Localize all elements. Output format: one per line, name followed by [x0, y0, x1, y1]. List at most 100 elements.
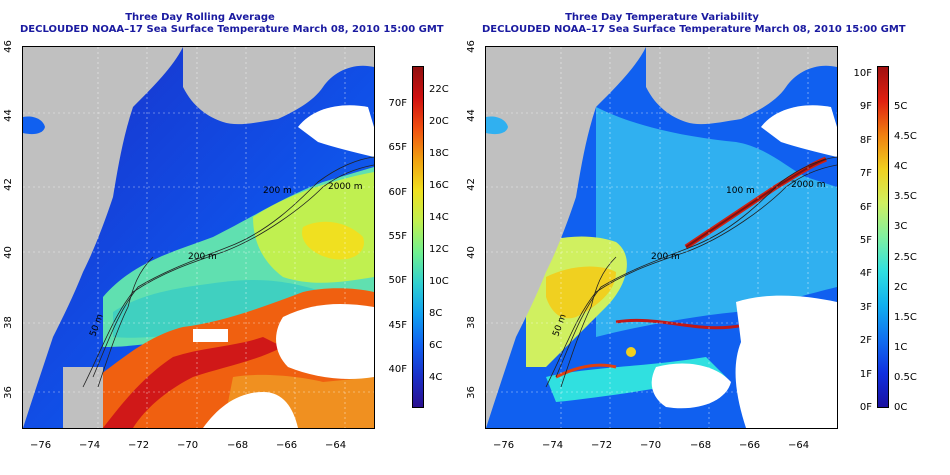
- colorbar-label: 6C: [429, 340, 443, 351]
- isobath-200: [92, 156, 374, 378]
- isobath-2000: [82, 164, 374, 388]
- colorbar-label: 0F: [859, 402, 872, 413]
- left-title-main: Three Day Rolling Average: [125, 12, 275, 23]
- colorbar-label: 4F: [859, 268, 872, 280]
- colorbar-label: 1F: [859, 368, 872, 380]
- x-tick-label: −70: [640, 440, 662, 451]
- colorbar-label: 14C: [429, 212, 449, 223]
- colorbar-label: 4.5C: [894, 131, 917, 143]
- x-tick-label: −74: [79, 440, 101, 451]
- lake: [486, 116, 508, 135]
- left-title: Three Day Rolling Average DECLOUDED NOAA…: [20, 12, 444, 36]
- gulf-stream-core: [103, 337, 283, 428]
- isobath-label: 2000 m: [328, 182, 363, 192]
- colorbar-label: 5F: [859, 235, 872, 246]
- variability-mid: [596, 107, 837, 337]
- colorbar-label: 40F: [388, 364, 407, 375]
- colorbar-label: 8F: [859, 134, 872, 146]
- left-map-canvas: 2000 m 200 m 200 m 50 m: [23, 47, 374, 428]
- x-tick-label: −68: [690, 440, 712, 451]
- front-sw: [555, 363, 617, 379]
- x-tick-label: −64: [788, 440, 810, 451]
- nova-scotia-cloud: [298, 105, 374, 157]
- y-tick-label: 44: [465, 109, 477, 122]
- right-colorbar: [877, 66, 889, 408]
- colorbar-label: 6F: [859, 201, 872, 213]
- colorbar-label: 60F: [388, 186, 407, 198]
- isobath-200: [555, 156, 837, 378]
- colorbar-label: 2F: [859, 335, 872, 347]
- y-tick-label: 46: [465, 40, 477, 53]
- colorbar-label: 3F: [859, 301, 872, 313]
- isobath-label: 200 m: [651, 252, 680, 262]
- colorbar-label: 10F: [853, 68, 872, 79]
- colorbar-label: 20C: [429, 116, 449, 127]
- cloud-mask-2: [203, 392, 298, 428]
- isobath-2000: [545, 164, 837, 388]
- isobath-50: [97, 256, 154, 388]
- isobath-50: [560, 256, 617, 388]
- colorbar-label: 7F: [859, 168, 872, 180]
- colorbar-label: 2.5C: [894, 251, 917, 263]
- y-tick-label: 46: [2, 40, 14, 53]
- y-tick-label: 38: [465, 316, 477, 329]
- land-east-coast: [486, 47, 646, 428]
- right-map-canvas: 2000 m 100 m 200 m 50 m: [486, 47, 837, 428]
- front-core: [685, 158, 827, 248]
- shelf-variability-hi: [546, 266, 616, 319]
- y-tick-label: 36: [465, 386, 477, 399]
- lake: [23, 116, 45, 135]
- x-tick-label: −68: [227, 440, 249, 451]
- colorbar-label: 4C: [894, 161, 908, 173]
- colorbar-label: 5C: [894, 101, 908, 112]
- x-tick-label: −70: [177, 440, 199, 451]
- y-tick-label: 42: [2, 178, 14, 191]
- isobath-label: 200 m: [263, 186, 292, 196]
- colorbar-label: 1.5C: [894, 311, 917, 323]
- isobath-label: 2000 m: [791, 180, 826, 190]
- land-new-england: [183, 47, 374, 125]
- colorbar-label: 65F: [388, 142, 407, 154]
- colorbar-label: 55F: [388, 231, 407, 242]
- y-tick-label: 38: [2, 316, 14, 329]
- colorbar-label: 70F: [388, 98, 407, 109]
- colorbar-label: 3C: [894, 221, 908, 233]
- x-tick-label: −76: [493, 440, 515, 451]
- x-tick-label: −66: [739, 440, 761, 451]
- colorbar-label: 9F: [859, 101, 872, 113]
- eddy-spot: [626, 347, 636, 357]
- cloud-mask-2: [651, 363, 731, 409]
- isobath-label: 100 m: [726, 186, 755, 196]
- cloud-mask: [735, 295, 837, 428]
- left-title-sub: DECLOUDED NOAA–17 Sea Surface Temperatur…: [20, 24, 444, 35]
- colorbar-label: 8C: [429, 308, 443, 319]
- y-tick-label: 36: [2, 386, 14, 399]
- y-tick-label: 44: [2, 109, 14, 122]
- y-tick-label: 42: [465, 178, 477, 191]
- colorbar-label: 2C: [894, 281, 908, 293]
- colorbar-label: 0C: [894, 402, 908, 413]
- graticule: [23, 47, 374, 428]
- colorbar-label: 22C: [429, 84, 449, 95]
- left-map: 2000 m 200 m 200 m 50 m: [22, 46, 375, 429]
- colorbar-label: 16C: [429, 180, 449, 191]
- y-tick-label: 40: [2, 246, 14, 259]
- colorbar-label: 10C: [429, 276, 449, 287]
- x-tick-label: −66: [276, 440, 298, 451]
- left-colorbar: [412, 66, 424, 408]
- colorbar-label: 0.5C: [894, 371, 917, 383]
- right-title-sub: DECLOUDED NOAA–17 Sea Surface Temperatur…: [482, 24, 906, 35]
- x-tick-label: −76: [30, 440, 52, 451]
- right-title-main: Three Day Temperature Variability: [565, 12, 759, 23]
- cloud-mask-3: [193, 329, 228, 342]
- graticule: [486, 47, 837, 428]
- x-tick-label: −72: [591, 440, 613, 451]
- nova-scotia-cloud: [761, 105, 837, 157]
- right-map: 2000 m 100 m 200 m 50 m: [485, 46, 838, 429]
- land-new-england: [646, 47, 837, 125]
- colorbar-label: 50F: [388, 275, 407, 287]
- colorbar-label: 4C: [429, 372, 443, 383]
- colorbar-label: 18C: [429, 148, 449, 159]
- warm-eddy: [302, 221, 364, 260]
- y-tick-label: 40: [465, 246, 477, 259]
